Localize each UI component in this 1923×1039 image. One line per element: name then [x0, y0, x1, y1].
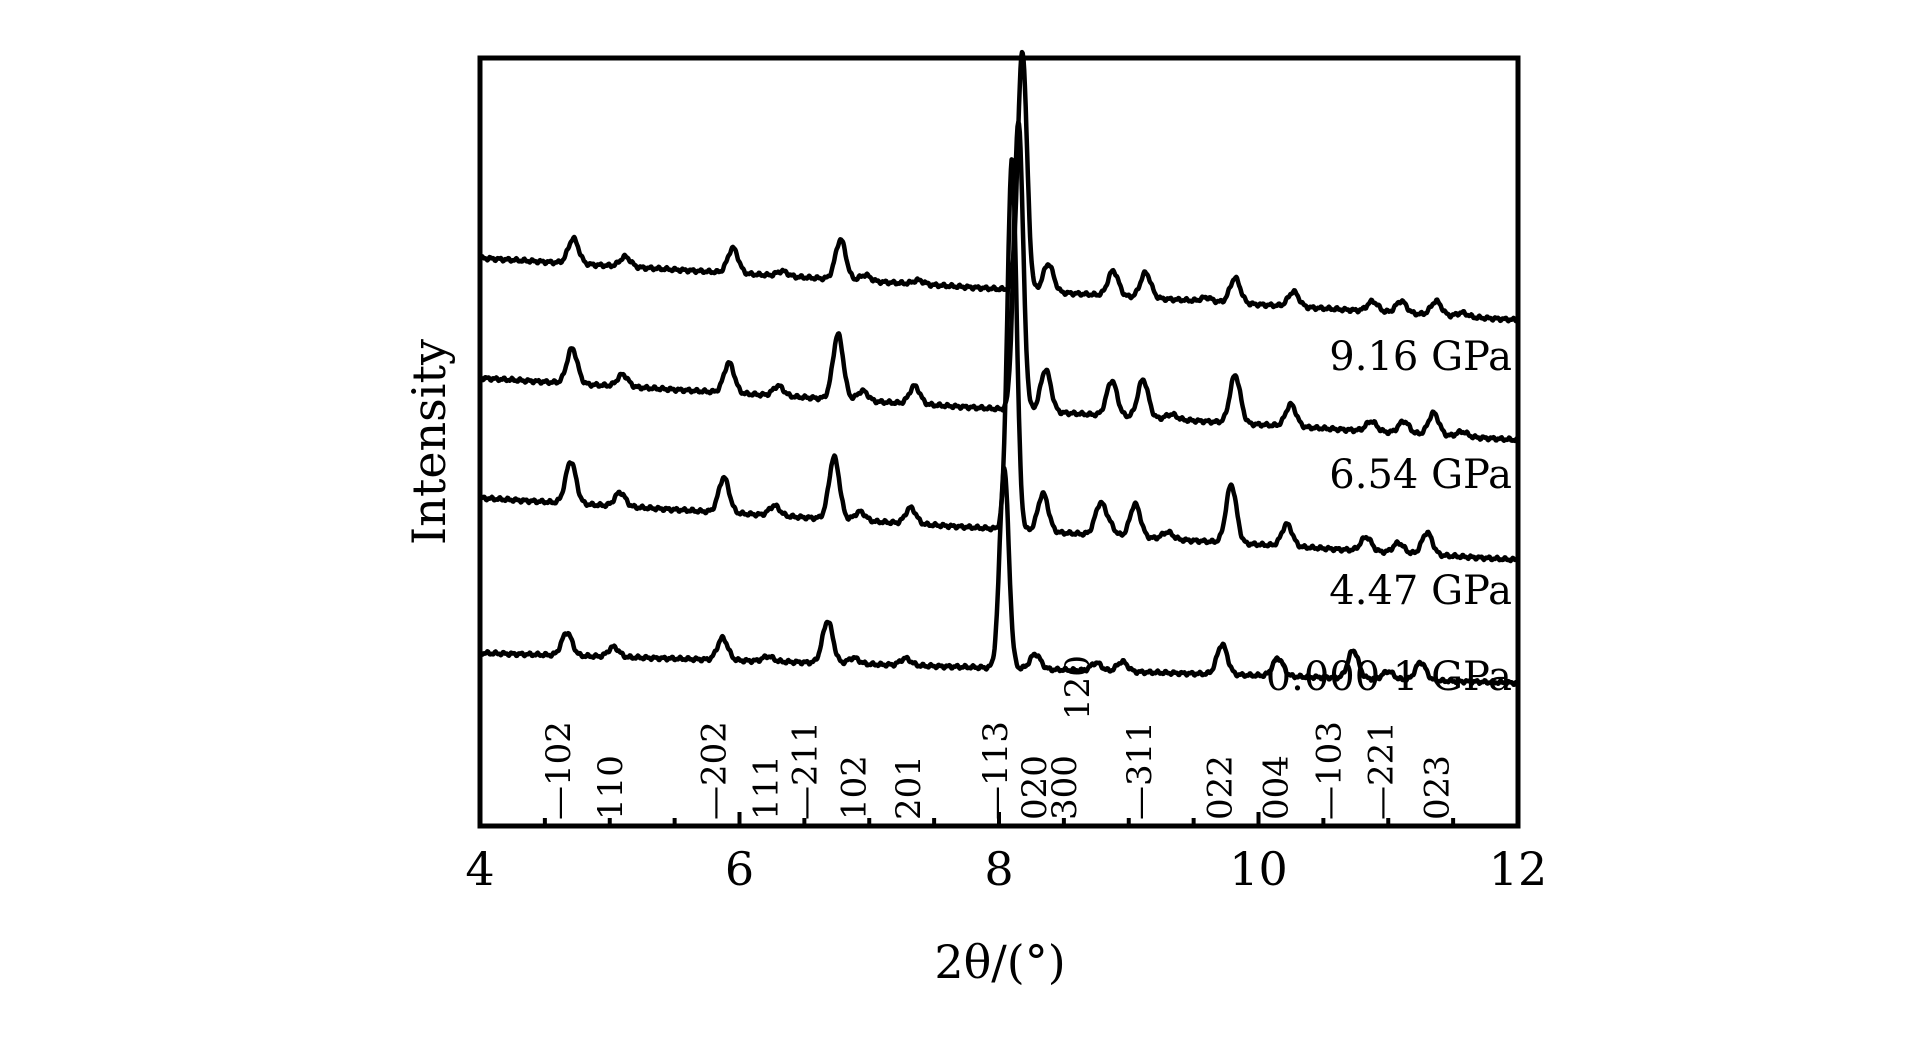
reflection-label: —102: [539, 721, 579, 820]
x-axis-title: 2θ/(°): [934, 935, 1065, 989]
reflection-label: —311: [1120, 721, 1160, 820]
reflection-label: 201: [889, 755, 929, 820]
reflection-label: 004: [1256, 755, 1296, 820]
x-tick-label: 10: [1229, 842, 1288, 896]
x-tick-label: 12: [1489, 842, 1548, 896]
series-line: [478, 119, 1520, 444]
series-line: [478, 465, 1520, 687]
reflection-label: —221: [1361, 721, 1401, 820]
reflection-label: 111: [746, 755, 786, 820]
reflection-label: 023: [1417, 755, 1457, 820]
reflection-label: 300: [1045, 755, 1085, 820]
reflection-label: 120: [1058, 655, 1098, 720]
x-axis-ticks: 4 6 8 10 12: [465, 812, 1547, 896]
series-label: 4.47 GPa: [1329, 568, 1512, 614]
reflection-label: —103: [1310, 721, 1350, 820]
series-label: 0.000 1 GPa: [1266, 654, 1512, 700]
y-axis-title: Intensity: [402, 339, 456, 545]
reflection-label: —211: [785, 721, 825, 820]
reflection-label: 020: [1015, 755, 1055, 820]
x-tick-label: 4: [465, 842, 494, 896]
series-traces: [478, 49, 1520, 687]
x-tick-label: 6: [725, 842, 754, 896]
plot-frame: [477, 55, 1521, 829]
reflection-label: 110: [591, 755, 631, 820]
series-labels: 9.16 GPa 6.54 GPa 4.47 GPa 0.000 1 GPa: [1266, 334, 1512, 700]
reflection-label: 102: [835, 755, 875, 820]
reflection-label: —202: [695, 721, 735, 820]
series-line: [478, 49, 1520, 324]
reflection-label: 022: [1201, 755, 1241, 820]
x-tick-label: 8: [984, 842, 1013, 896]
reflection-label: —113: [976, 721, 1016, 820]
series-label: 6.54 GPa: [1329, 452, 1512, 498]
series-label: 9.16 GPa: [1329, 334, 1512, 380]
